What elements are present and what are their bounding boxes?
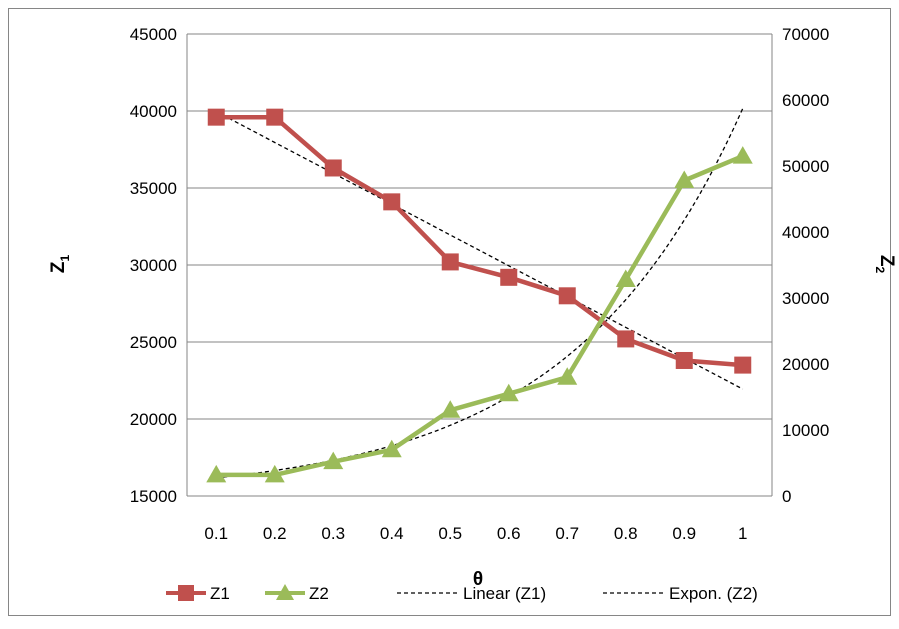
data-point-z2-9 (732, 146, 753, 164)
right-tick-label-5: 50000 (782, 157, 829, 176)
data-point-z2-3 (381, 439, 402, 458)
data-point-z1-1 (266, 108, 284, 126)
legend-z2-label: Z2 (309, 584, 329, 603)
chart-border (8, 8, 891, 616)
left-tick-label-6: 45000 (130, 25, 177, 44)
right-tick-label-1: 10000 (782, 421, 829, 440)
right-axis-title-group: Z2 (873, 255, 897, 274)
data-point-z1-9 (734, 356, 752, 374)
gridlines (187, 33, 772, 497)
series-line-z1 (216, 114, 743, 368)
left-tick-label-2: 25000 (130, 333, 177, 352)
left-axis-title-group: Z1 (48, 255, 72, 274)
data-point-z2-6 (557, 367, 578, 385)
legend-z1-label: Z1 (210, 584, 230, 603)
data-point-z1-6 (558, 287, 576, 305)
x-tick-label-9: 1 (738, 524, 747, 543)
right-tick-label-4: 40000 (782, 223, 829, 242)
legend: Z1 Z2 Linear (Z1) Expon. (Z2) (166, 584, 758, 603)
right-tick-label-0: 0 (782, 487, 791, 506)
x-tick-label-6: 0.7 (555, 524, 579, 543)
right-axis-tick-labels: 0 10000 20000 30000 40000 50000 60000 70000 (782, 25, 829, 506)
left-tick-label-1: 20000 (130, 410, 177, 429)
svg-text:Z2: Z2 (873, 255, 897, 274)
data-point-z1-2 (324, 159, 342, 177)
left-axis-title: Z (48, 261, 69, 273)
data-point-z2-7 (615, 269, 636, 288)
data-point-z1-3 (383, 193, 401, 211)
right-tick-label-6: 60000 (782, 91, 829, 110)
data-point-z1-7 (617, 330, 635, 348)
legend-item-z1: Z1 (166, 584, 230, 603)
right-axis-title: Z (876, 255, 897, 267)
legend-z1-marker (178, 585, 194, 601)
data-point-z2-1 (264, 464, 285, 483)
data-point-z2-8 (674, 170, 695, 189)
left-tick-label-3: 30000 (130, 256, 177, 275)
legend-z2-marker (276, 584, 294, 600)
left-tick-label-0: 15000 (130, 487, 177, 506)
left-axis-title-subscript: 1 (58, 255, 72, 262)
plot-area (186, 34, 773, 496)
right-tick-label-3: 30000 (782, 289, 829, 308)
series-line-z2 (216, 154, 744, 478)
x-tick-label-3: 0.4 (380, 524, 404, 543)
x-tick-label-5: 0.6 (497, 524, 521, 543)
trendlines (215, 108, 744, 479)
left-tick-label-4: 35000 (130, 179, 177, 198)
series (206, 108, 753, 483)
trendline-z1-linear (215, 111, 744, 390)
svg-text:Z1: Z1 (48, 255, 72, 274)
legend-linear-z1-label: Linear (Z1) (463, 584, 546, 603)
data-point-z1-0 (207, 108, 225, 126)
left-axis-tick-labels: 15000 20000 25000 30000 35000 40000 45000 (130, 25, 177, 506)
data-point-z2-0 (206, 464, 227, 483)
data-point-z1-5 (500, 268, 518, 286)
data-point-z1-4 (441, 253, 459, 271)
x-tick-label-2: 0.3 (321, 524, 345, 543)
x-axis-title: θ (473, 569, 483, 590)
right-tick-label-2: 20000 (782, 355, 829, 374)
legend-item-expon-z2: Expon. (Z2) (603, 584, 758, 603)
x-tick-label-4: 0.5 (438, 524, 462, 543)
x-tick-label-0: 0.1 (204, 524, 228, 543)
x-axis-tick-labels: 0.1 0.2 0.3 0.4 0.5 0.6 0.7 0.8 0.9 1 (204, 524, 747, 543)
right-axis-title-subscript: 2 (873, 266, 887, 273)
legend-item-z2: Z2 (265, 584, 329, 603)
left-tick-label-5: 40000 (130, 102, 177, 121)
data-point-z2-2 (323, 451, 344, 470)
data-point-z2-5 (498, 383, 519, 402)
legend-item-linear-z1: Linear (Z1) (397, 584, 546, 603)
data-point-z2-4 (440, 400, 461, 418)
trendline-z2-exponential (216, 108, 744, 479)
x-tick-label-1: 0.2 (263, 524, 287, 543)
data-point-z1-8 (675, 351, 693, 369)
legend-expon-z2-label: Expon. (Z2) (669, 584, 758, 603)
x-tick-label-7: 0.8 (614, 524, 638, 543)
x-tick-label-8: 0.9 (672, 524, 696, 543)
right-tick-label-7: 70000 (782, 25, 829, 44)
